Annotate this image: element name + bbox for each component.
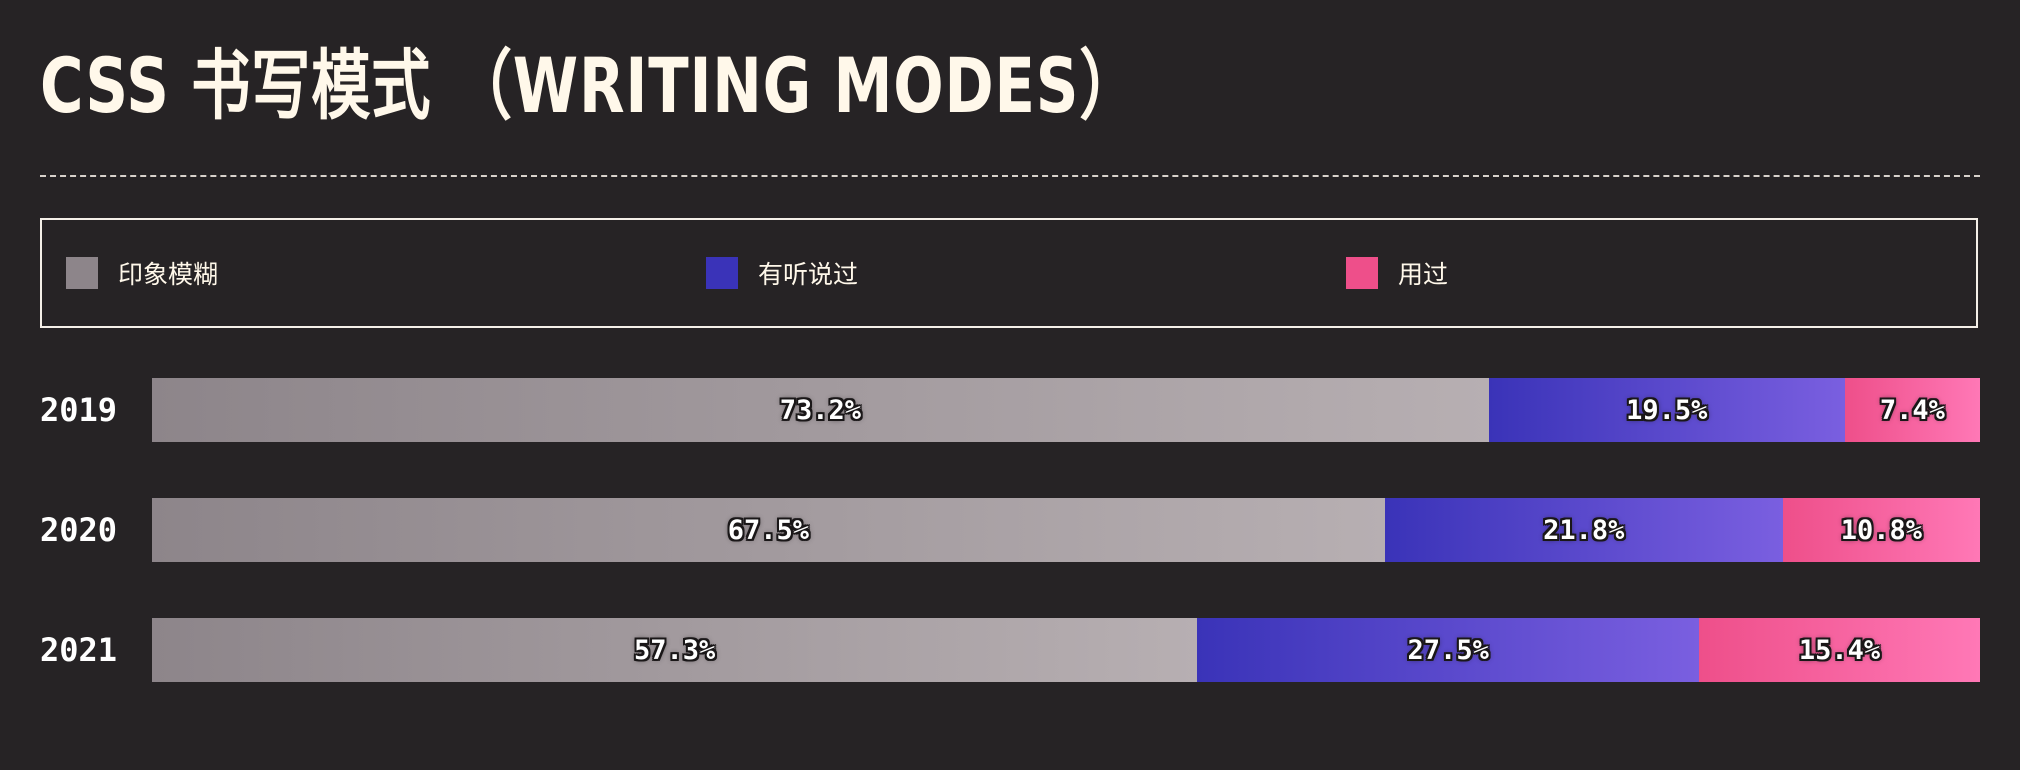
legend-swatch-fuzzy xyxy=(66,257,98,289)
bar-segment-2020-used[interactable]: 10.8% xyxy=(1783,498,1980,562)
bar-segment-2019-heard[interactable]: 19.5% xyxy=(1489,378,1845,442)
legend-swatch-heard xyxy=(706,257,738,289)
bar-track-2019: 73.2% 19.5% 7.4% xyxy=(152,378,1980,442)
chart-title: CSS 书写模式 （WRITING MODES） xyxy=(40,36,1139,136)
legend-label-heard: 有听说过 xyxy=(758,255,858,291)
title-divider xyxy=(40,175,1980,177)
bar-segment-2020-fuzzy[interactable]: 67.5% xyxy=(152,498,1385,562)
bar-segment-2019-used[interactable]: 7.4% xyxy=(1845,378,1980,442)
legend-label-used: 用过 xyxy=(1398,255,1448,291)
data-label-2019-used: 7.4% xyxy=(1880,395,1945,426)
bar-row-2019: 2019 73.2% 19.5% 7.4% xyxy=(40,378,1980,442)
bar-track-2020: 67.5% 21.8% 10.8% xyxy=(152,498,1980,562)
year-label-2019: 2019 xyxy=(40,378,117,442)
legend-item-fuzzy[interactable]: 印象模糊 xyxy=(66,220,218,326)
data-label-2021-heard: 27.5% xyxy=(1408,635,1489,666)
bar-row-2021: 2021 57.3% 27.5% 15.4% xyxy=(40,618,1980,682)
year-label-2021: 2021 xyxy=(40,618,117,682)
data-label-2019-fuzzy: 73.2% xyxy=(780,395,861,426)
data-label-2021-fuzzy: 57.3% xyxy=(634,635,715,666)
legend-label-fuzzy: 印象模糊 xyxy=(118,255,218,291)
data-label-2020-heard: 21.8% xyxy=(1543,515,1624,546)
legend-item-used[interactable]: 用过 xyxy=(1346,220,1448,326)
chart-legend: 印象模糊 有听说过 用过 xyxy=(40,218,1978,328)
bar-segment-2019-fuzzy[interactable]: 73.2% xyxy=(152,378,1489,442)
data-label-2020-used: 10.8% xyxy=(1841,515,1922,546)
bar-track-2021: 57.3% 27.5% 15.4% xyxy=(152,618,1980,682)
data-label-2019-heard: 19.5% xyxy=(1626,395,1707,426)
bar-segment-2021-used[interactable]: 15.4% xyxy=(1699,618,1980,682)
year-label-2020: 2020 xyxy=(40,498,117,562)
data-label-2020-fuzzy: 67.5% xyxy=(728,515,809,546)
data-label-2021-used: 15.4% xyxy=(1799,635,1880,666)
legend-item-heard[interactable]: 有听说过 xyxy=(706,220,858,326)
bar-segment-2020-heard[interactable]: 21.8% xyxy=(1385,498,1783,562)
bar-row-2020: 2020 67.5% 21.8% 10.8% xyxy=(40,498,1980,562)
bar-segment-2021-heard[interactable]: 27.5% xyxy=(1197,618,1699,682)
bar-segment-2021-fuzzy[interactable]: 57.3% xyxy=(152,618,1197,682)
legend-swatch-used xyxy=(1346,257,1378,289)
